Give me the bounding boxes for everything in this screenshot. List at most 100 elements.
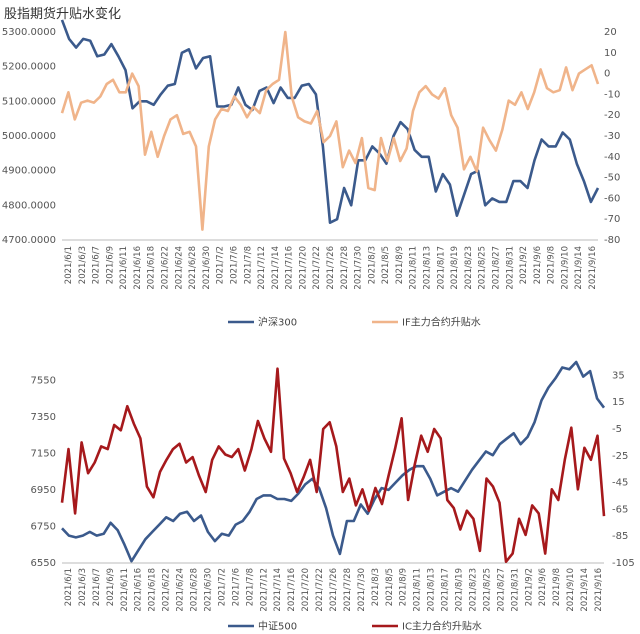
x-axis-tick-label: 2021/9/16 xyxy=(588,246,598,290)
x-axis-tick-label: 2021/7/14 xyxy=(273,568,283,612)
legend-label: 中证500 xyxy=(258,620,297,633)
left-axis-tick-label: 7350 xyxy=(31,412,56,423)
series-line-index xyxy=(60,19,600,224)
x-axis-tick-label: 2021/6/18 xyxy=(148,568,158,612)
right-axis-tick-label: -25 xyxy=(612,451,628,462)
x-axis-tick-label: 2021/7/22 xyxy=(312,246,322,290)
left-axis-tick-label: 4700.0000 xyxy=(2,235,56,246)
left-axis-tick-label: 7550 xyxy=(31,375,56,386)
x-axis-tick-label: 2021/8/27 xyxy=(496,568,506,612)
x-axis-tick-label: 2021/9/10 xyxy=(566,568,576,612)
x-axis-tick-label: 2021/6/30 xyxy=(203,568,213,612)
page-title: 股指期货升贴水变化 xyxy=(4,7,122,22)
x-axis-tick-label: 2021/6/1 xyxy=(64,246,74,284)
right-axis-tick-label: -50 xyxy=(604,173,620,184)
x-axis-tick-label: 2021/6/30 xyxy=(202,246,212,290)
x-axis-tick-label: 2021/6/16 xyxy=(134,568,144,612)
left-axis-tick-label: 6750 xyxy=(31,521,56,532)
right-axis-tick-label: 20 xyxy=(604,27,617,38)
left-axis-tick-label: 7150 xyxy=(31,448,56,459)
x-axis-tick-label: 2021/9/8 xyxy=(552,568,562,606)
x-axis-tick-label: 2021/7/26 xyxy=(329,568,339,612)
x-axis-tick-label: 2021/8/19 xyxy=(450,246,460,290)
x-axis-tick-label: 2021/8/3 xyxy=(367,246,377,284)
right-axis-tick-label: -60 xyxy=(604,193,620,204)
x-axis-tick-label: 2021/8/11 xyxy=(413,568,423,612)
left-axis-tick-label: 5000.0000 xyxy=(2,131,56,142)
x-axis-tick-label: 2021/6/28 xyxy=(188,246,198,290)
right-axis-tick-label: -65 xyxy=(612,504,628,515)
left-axis-tick-label: 5300.0000 xyxy=(2,27,56,38)
x-axis-tick-label: 2021/8/25 xyxy=(482,568,492,612)
x-axis-tick-label: 2021/6/3 xyxy=(78,246,88,284)
x-axis-tick-label: 2021/6/7 xyxy=(92,246,102,284)
x-axis-tick-label: 2021/8/11 xyxy=(409,246,419,290)
left-axis-tick-label: 6550 xyxy=(31,558,56,569)
x-axis-tick-label: 2021/9/2 xyxy=(524,568,534,606)
series-line-basis xyxy=(60,367,606,563)
x-axis-tick-label: 2021/7/6 xyxy=(231,568,241,606)
x-axis-tick-label: 2021/8/23 xyxy=(468,568,478,612)
x-axis-tick-label: 2021/7/14 xyxy=(271,246,281,290)
x-axis-tick-label: 2021/7/2 xyxy=(216,246,226,284)
x-axis-tick-label: 2021/6/16 xyxy=(133,246,143,290)
x-axis-tick-label: 2021/7/12 xyxy=(259,568,269,612)
x-axis-tick-label: 2021/7/8 xyxy=(243,246,253,284)
x-axis-tick-label: 2021/9/10 xyxy=(560,246,570,290)
x-axis-tick-label: 2021/8/13 xyxy=(427,568,437,612)
x-axis-tick-label: 2021/6/7 xyxy=(92,568,102,606)
x-axis-tick-label: 2021/8/9 xyxy=(395,246,405,284)
right-axis-tick-label: -45 xyxy=(612,478,628,489)
x-axis-tick-label: 2021/9/2 xyxy=(519,246,529,284)
right-axis-tick-label: -10 xyxy=(604,89,620,100)
x-axis-tick-label: 2021/8/3 xyxy=(371,568,381,606)
right-axis-tick-label: 35 xyxy=(612,370,625,381)
x-axis-tick-label: 2021/7/20 xyxy=(298,246,308,290)
x-axis-tick-label: 2021/9/6 xyxy=(538,568,548,606)
x-axis-tick-label: 2021/7/22 xyxy=(315,568,325,612)
right-axis-tick-label: -40 xyxy=(604,152,620,163)
x-axis-tick-label: 2021/9/16 xyxy=(594,568,604,612)
x-axis-tick-label: 2021/9/14 xyxy=(574,246,584,290)
x-axis-tick-label: 2021/7/16 xyxy=(287,568,297,612)
right-axis-tick-label: -30 xyxy=(604,131,620,142)
right-axis-tick-label: -20 xyxy=(604,110,620,121)
left-axis-tick-label: 5200.0000 xyxy=(2,62,56,73)
x-axis-tick-label: 2021/6/9 xyxy=(106,568,116,606)
x-axis-tick-label: 2021/6/22 xyxy=(161,246,171,290)
x-axis-tick-label: 2021/6/24 xyxy=(174,246,184,290)
x-axis-tick-label: 2021/6/18 xyxy=(147,246,157,290)
x-axis-tick-label: 2021/6/24 xyxy=(176,568,186,612)
x-axis-tick-label: 2021/7/28 xyxy=(340,246,350,290)
x-axis-tick-label: 2021/8/9 xyxy=(399,568,409,606)
x-axis-tick-label: 2021/8/25 xyxy=(478,246,488,290)
x-axis-tick-label: 2021/9/14 xyxy=(580,568,590,612)
x-axis-tick-label: 2021/7/28 xyxy=(343,568,353,612)
x-axis-tick-label: 2021/8/31 xyxy=(510,568,520,612)
x-axis-tick-label: 2021/7/20 xyxy=(301,568,311,612)
legend-label: IC主力合约升贴水 xyxy=(402,620,482,633)
x-axis-tick-label: 2021/8/13 xyxy=(423,246,433,290)
left-axis-tick-label: 6950 xyxy=(31,485,56,496)
x-axis-tick-label: 2021/8/19 xyxy=(455,568,465,612)
x-axis-tick-label: 2021/8/31 xyxy=(505,246,515,290)
x-axis-tick-label: 2021/8/17 xyxy=(436,246,446,290)
x-axis-tick-label: 2021/8/5 xyxy=(385,568,395,606)
x-axis-tick-label: 2021/8/27 xyxy=(491,246,501,290)
x-axis-tick-label: 2021/7/26 xyxy=(326,246,336,290)
right-axis-tick-label: -70 xyxy=(604,214,620,225)
left-axis-tick-label: 4800.0000 xyxy=(2,200,56,211)
series-line-index xyxy=(61,360,606,563)
x-axis-tick-label: 2021/8/5 xyxy=(381,246,391,284)
x-axis-tick-label: 2021/7/2 xyxy=(217,568,227,606)
x-axis-tick-label: 2021/7/6 xyxy=(229,246,239,284)
series-line-basis xyxy=(60,30,600,231)
right-axis-tick-label: 0 xyxy=(604,69,610,80)
x-axis-tick-label: 2021/7/12 xyxy=(257,246,267,290)
right-axis-tick-label: -85 xyxy=(612,531,628,542)
right-axis-tick-label: -80 xyxy=(604,235,620,246)
x-axis-tick-label: 2021/8/17 xyxy=(441,568,451,612)
x-axis-tick-label: 2021/6/3 xyxy=(78,568,88,606)
x-axis-tick-label: 2021/6/9 xyxy=(105,246,115,284)
